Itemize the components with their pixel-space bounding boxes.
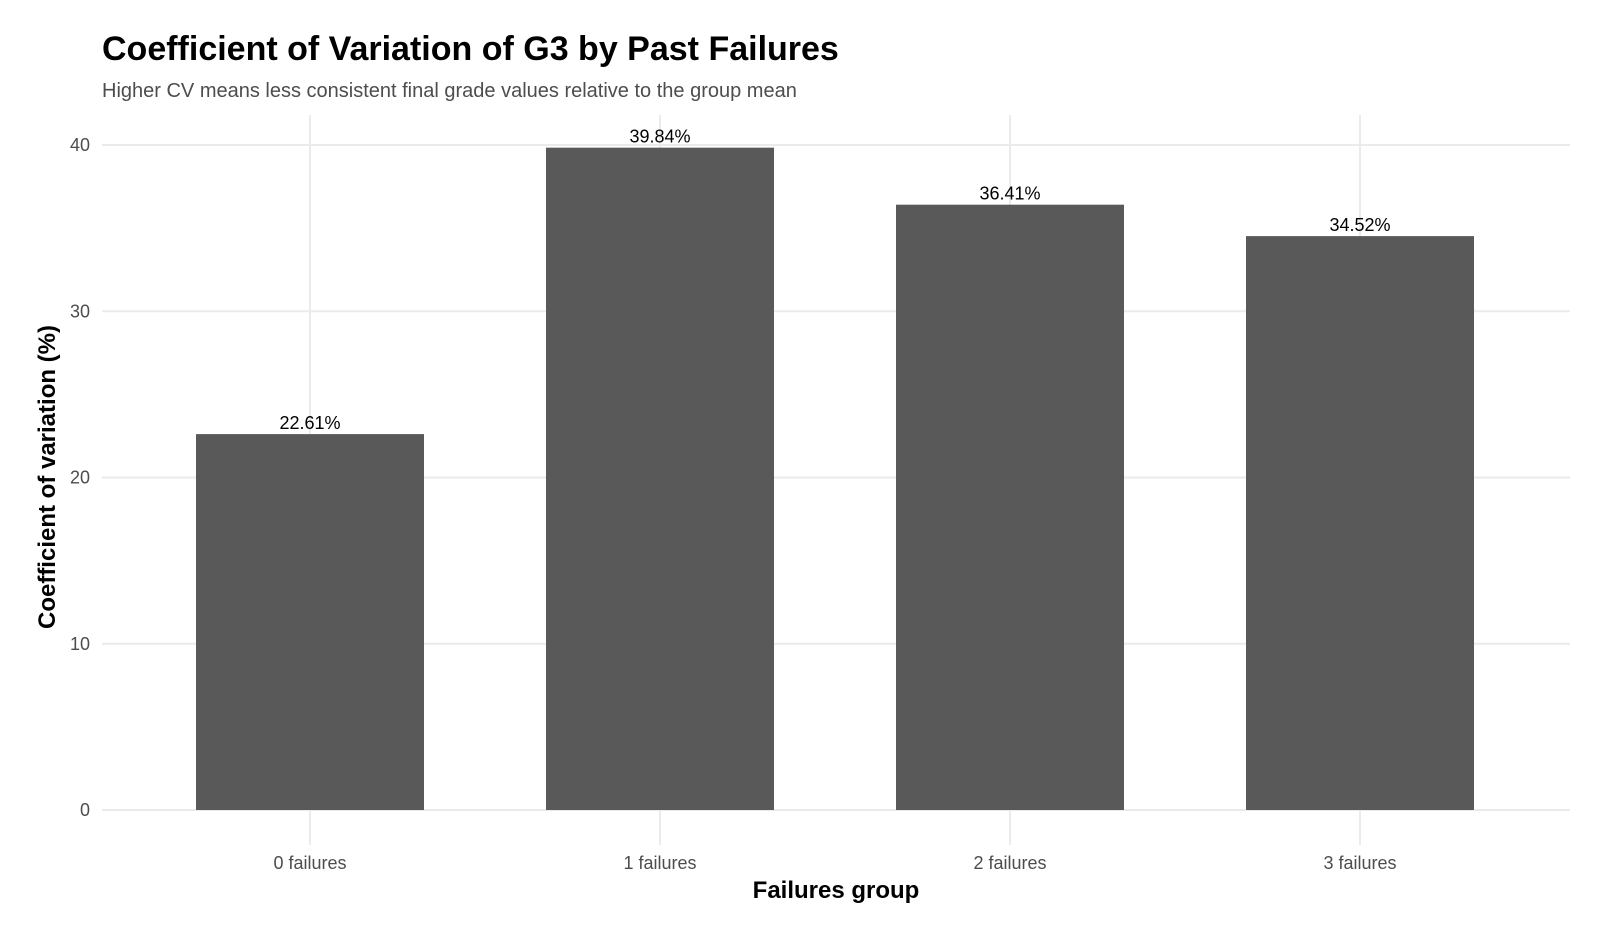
chart-title: Coefficient of Variation of G3 by Past F… — [102, 30, 839, 68]
y-tick-label: 10 — [70, 634, 90, 654]
x-tick-label: 0 failures — [273, 853, 346, 873]
bar — [196, 434, 424, 810]
y-tick-label: 0 — [80, 800, 90, 820]
y-tick-label: 40 — [70, 135, 90, 155]
bar-data-label: 36.41% — [979, 184, 1040, 204]
data-labels: 22.61% 39.84% 36.41% 34.52% — [279, 127, 1390, 433]
y-axis-ticks: 0 10 20 30 40 — [70, 135, 90, 820]
x-axis-ticks: 0 failures 1 failures 2 failures 3 failures — [273, 853, 1396, 873]
bar-data-label: 22.61% — [279, 413, 340, 433]
bars — [196, 147, 1474, 811]
x-gridlines — [309, 115, 1361, 845]
bar — [1246, 236, 1474, 811]
bar-data-label: 39.84% — [629, 127, 690, 147]
x-tick-label: 2 failures — [973, 853, 1046, 873]
y-tick-label: 20 — [70, 468, 90, 488]
chart-subtitle: Higher CV means less consistent final gr… — [102, 80, 797, 102]
x-axis-title: Failures group — [753, 877, 920, 904]
bar — [896, 204, 1124, 811]
x-tick-label: 3 failures — [1323, 853, 1396, 873]
y-tick-label: 30 — [70, 301, 90, 321]
x-tick-label: 1 failures — [623, 853, 696, 873]
y-axis-title: Coefficient of variation (%) — [34, 325, 61, 629]
bar-data-label: 34.52% — [1329, 215, 1390, 235]
bar — [546, 147, 774, 810]
